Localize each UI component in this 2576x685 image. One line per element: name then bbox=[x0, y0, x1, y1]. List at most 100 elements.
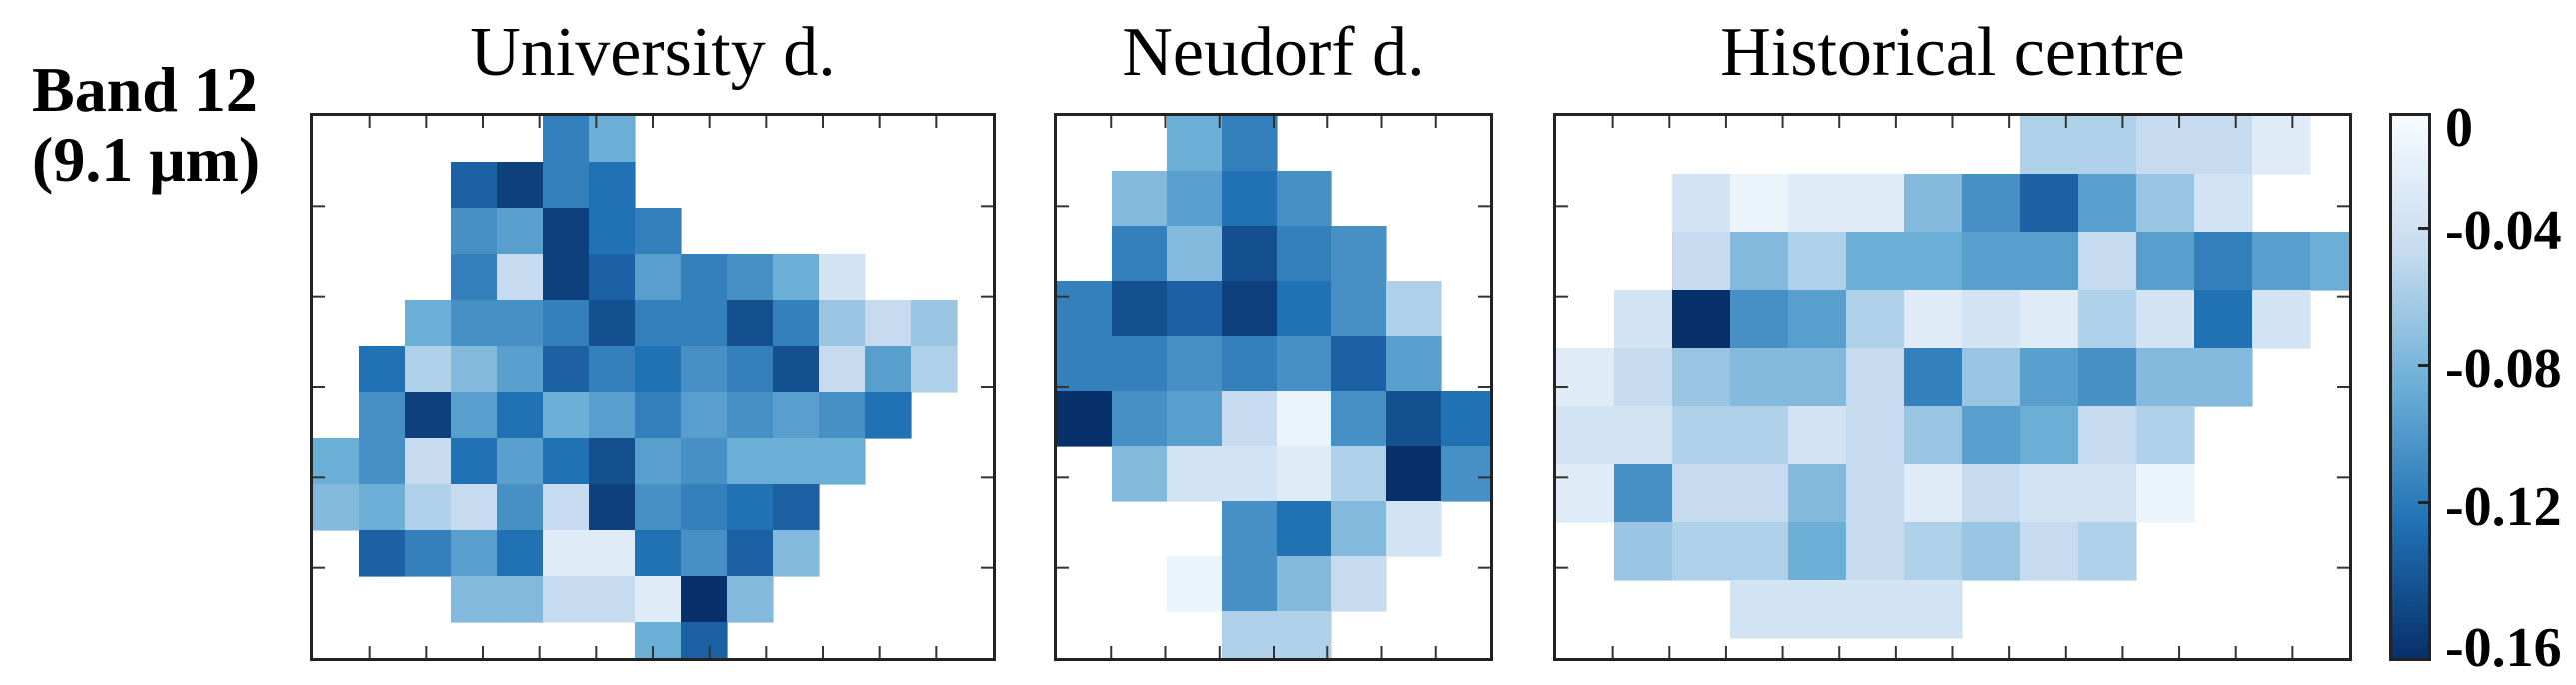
heatmap-cell bbox=[1904, 464, 1963, 523]
heatmap-cell bbox=[543, 484, 590, 531]
heatmap-cell bbox=[1788, 232, 1847, 291]
heatmap-cell bbox=[589, 438, 636, 485]
heatmap-cell bbox=[1167, 281, 1223, 337]
heatmap-cell bbox=[451, 300, 498, 347]
heatmap-cell bbox=[727, 484, 774, 531]
heatmap-cell bbox=[1556, 348, 1615, 407]
heatmap-cell bbox=[2020, 116, 2079, 175]
colorbar-tick-label: -0.12 bbox=[2445, 476, 2562, 538]
heatmap-cell bbox=[359, 530, 406, 577]
heatmap-cell bbox=[2078, 116, 2137, 175]
colorbar-tick-label: -0.04 bbox=[2445, 200, 2562, 262]
heatmap-cell bbox=[1730, 174, 1789, 233]
heatmap-cell bbox=[1904, 290, 1963, 349]
heatmap-cell bbox=[2020, 406, 2079, 465]
heatmap-cell bbox=[2078, 348, 2137, 407]
heatmap-cell bbox=[589, 162, 636, 209]
heatmap-cell bbox=[1331, 556, 1387, 612]
heatmap-cell bbox=[681, 346, 728, 393]
heatmap-cell bbox=[773, 254, 820, 301]
heatmap-cell bbox=[2136, 290, 2195, 349]
heatmap-cell bbox=[589, 254, 636, 301]
heatmap-cell bbox=[1962, 348, 2021, 407]
heatmap-cell bbox=[543, 116, 590, 163]
heatmap-cell bbox=[1167, 226, 1223, 282]
heatmap-cell bbox=[635, 438, 682, 485]
heatmap-cell bbox=[2078, 406, 2137, 465]
heatmap-cell bbox=[727, 346, 774, 393]
band-label: Band 12 bbox=[32, 54, 258, 125]
colorbar-tick-mark bbox=[2418, 501, 2431, 504]
heatmap-cell bbox=[1730, 406, 1789, 465]
heatmap-cell bbox=[1730, 348, 1789, 407]
heatmap-cell bbox=[497, 438, 544, 485]
heatmap-cell bbox=[681, 484, 728, 531]
heatmap-cell bbox=[497, 254, 544, 301]
heatmap-cell bbox=[635, 622, 682, 658]
heatmap-neudorf bbox=[1054, 113, 1493, 661]
heatmap-cell bbox=[1112, 391, 1168, 447]
heatmap-cell bbox=[681, 530, 728, 577]
heatmap-cell bbox=[497, 346, 544, 393]
heatmap-cell bbox=[589, 576, 636, 623]
heatmap-cell bbox=[681, 438, 728, 485]
heatmap-cell bbox=[2020, 232, 2079, 291]
heatmap-cell bbox=[1556, 406, 1615, 465]
heatmap-cell bbox=[1167, 556, 1223, 612]
heatmap-cell bbox=[635, 530, 682, 577]
colorbar-tick-mark bbox=[2418, 364, 2431, 367]
heatmap-cell bbox=[2020, 348, 2079, 407]
heatmap-cell bbox=[727, 438, 774, 485]
heatmap-cell bbox=[2078, 232, 2137, 291]
heatmap-cell bbox=[543, 576, 590, 623]
heatmap-cell bbox=[1962, 406, 2021, 465]
heatmap-cell bbox=[2078, 290, 2137, 349]
heatmap-cell bbox=[451, 530, 498, 577]
heatmap-cell bbox=[1331, 446, 1387, 502]
heatmap-cell bbox=[1730, 522, 1789, 581]
heatmap-cell bbox=[1962, 174, 2021, 233]
heatmap-cell bbox=[543, 530, 590, 577]
heatmap-cell bbox=[2136, 348, 2195, 407]
heatmap-cell bbox=[1904, 522, 1963, 581]
heatmap-cell bbox=[2194, 174, 2253, 233]
heatmap-cell bbox=[2194, 232, 2253, 291]
heatmap-cell bbox=[1277, 226, 1332, 282]
heatmap-cell bbox=[819, 300, 866, 347]
heatmap-cell bbox=[635, 208, 682, 255]
heatmap-cell bbox=[1331, 501, 1387, 557]
heatmap-cell bbox=[1277, 171, 1332, 227]
heatmap-cell bbox=[1730, 464, 1789, 523]
heatmap-cell bbox=[451, 484, 498, 531]
heatmap-cell bbox=[1331, 281, 1387, 337]
heatmap-cell bbox=[1167, 446, 1223, 502]
heatmap-cell bbox=[681, 254, 728, 301]
heatmap-cell bbox=[1846, 580, 1905, 639]
heatmap-cell bbox=[1846, 522, 1905, 581]
panel-title-neudorf: Neudorf d. bbox=[1122, 14, 1425, 91]
heatmap-cell bbox=[2020, 464, 2079, 523]
heatmap-cell bbox=[1222, 391, 1278, 447]
heatmap-cell bbox=[1331, 391, 1387, 447]
heatmap-cell bbox=[635, 254, 682, 301]
heatmap-cell bbox=[1846, 348, 1905, 407]
heatmap-neudorf-plot bbox=[1057, 116, 1490, 658]
heatmap-cell bbox=[543, 438, 590, 485]
heatmap-cell bbox=[405, 530, 452, 577]
heatmap-cell bbox=[451, 162, 498, 209]
heatmap-cell bbox=[1057, 281, 1113, 337]
heatmap-cell bbox=[1222, 336, 1278, 392]
heatmap-cell bbox=[1846, 290, 1905, 349]
heatmap-cell bbox=[1441, 391, 1490, 447]
heatmap-cell bbox=[1057, 336, 1113, 392]
heatmap-cell bbox=[1614, 522, 1673, 581]
heatmap-cell bbox=[359, 484, 406, 531]
heatmap-cell bbox=[1672, 348, 1731, 407]
heatmap-cell bbox=[1222, 611, 1278, 658]
heatmap-cell bbox=[451, 392, 498, 439]
heatmap-cell bbox=[1277, 391, 1332, 447]
colorbar-tick-label: -0.16 bbox=[2445, 617, 2562, 679]
heatmap-cell bbox=[2310, 232, 2349, 291]
heatmap-university-plot bbox=[313, 116, 993, 658]
heatmap-cell bbox=[1730, 580, 1789, 639]
